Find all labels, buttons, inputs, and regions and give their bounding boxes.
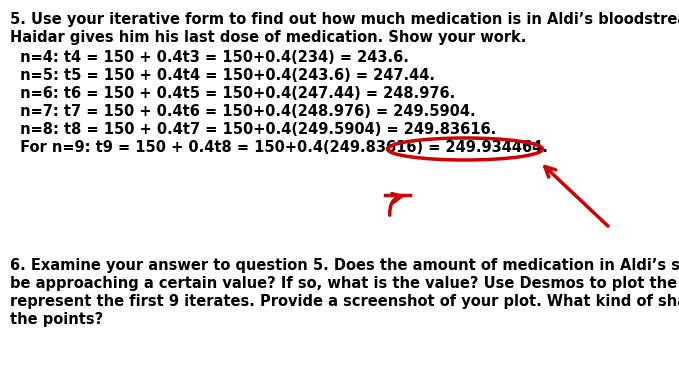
Text: n=6: t6 = 150 + 0.4t5 = 150+0.4(247.44) = 248.976.: n=6: t6 = 150 + 0.4t5 = 150+0.4(247.44) … <box>15 86 455 101</box>
Text: 6. Examine your answer to question 5. Does the amount of medication in Aldi’s sy: 6. Examine your answer to question 5. Do… <box>10 258 679 273</box>
Text: Haidar gives him his last dose of medication. Show your work.: Haidar gives him his last dose of medica… <box>10 30 526 45</box>
Text: n=7: t7 = 150 + 0.4t6 = 150+0.4(248.976) = 249.5904.: n=7: t7 = 150 + 0.4t6 = 150+0.4(248.976)… <box>15 104 475 119</box>
Text: represent the first 9 iterates. Provide a screenshot of your plot. What kind of : represent the first 9 iterates. Provide … <box>10 294 679 309</box>
Text: 5. Use your iterative form to find out how much medication is in Aldi’s bloodstr: 5. Use your iterative form to find out h… <box>10 12 679 27</box>
Text: be approaching a certain value? If so, what is the value? Use Desmos to plot the: be approaching a certain value? If so, w… <box>10 276 679 291</box>
Text: n=5: t5 = 150 + 0.4t4 = 150+0.4(243.6) = 247.44.: n=5: t5 = 150 + 0.4t4 = 150+0.4(243.6) =… <box>15 68 435 83</box>
Text: the points?: the points? <box>10 312 103 327</box>
Text: For n=9: t9 = 150 + 0.4t8 = 150+0.4(249.83616) = 249.934464.: For n=9: t9 = 150 + 0.4t8 = 150+0.4(249.… <box>15 140 548 155</box>
Text: n=4: t4 = 150 + 0.4t3 = 150+0.4(234) = 243.6.: n=4: t4 = 150 + 0.4t3 = 150+0.4(234) = 2… <box>15 50 409 65</box>
Text: n=8: t8 = 150 + 0.4t7 = 150+0.4(249.5904) = 249.83616.: n=8: t8 = 150 + 0.4t7 = 150+0.4(249.5904… <box>15 122 496 137</box>
